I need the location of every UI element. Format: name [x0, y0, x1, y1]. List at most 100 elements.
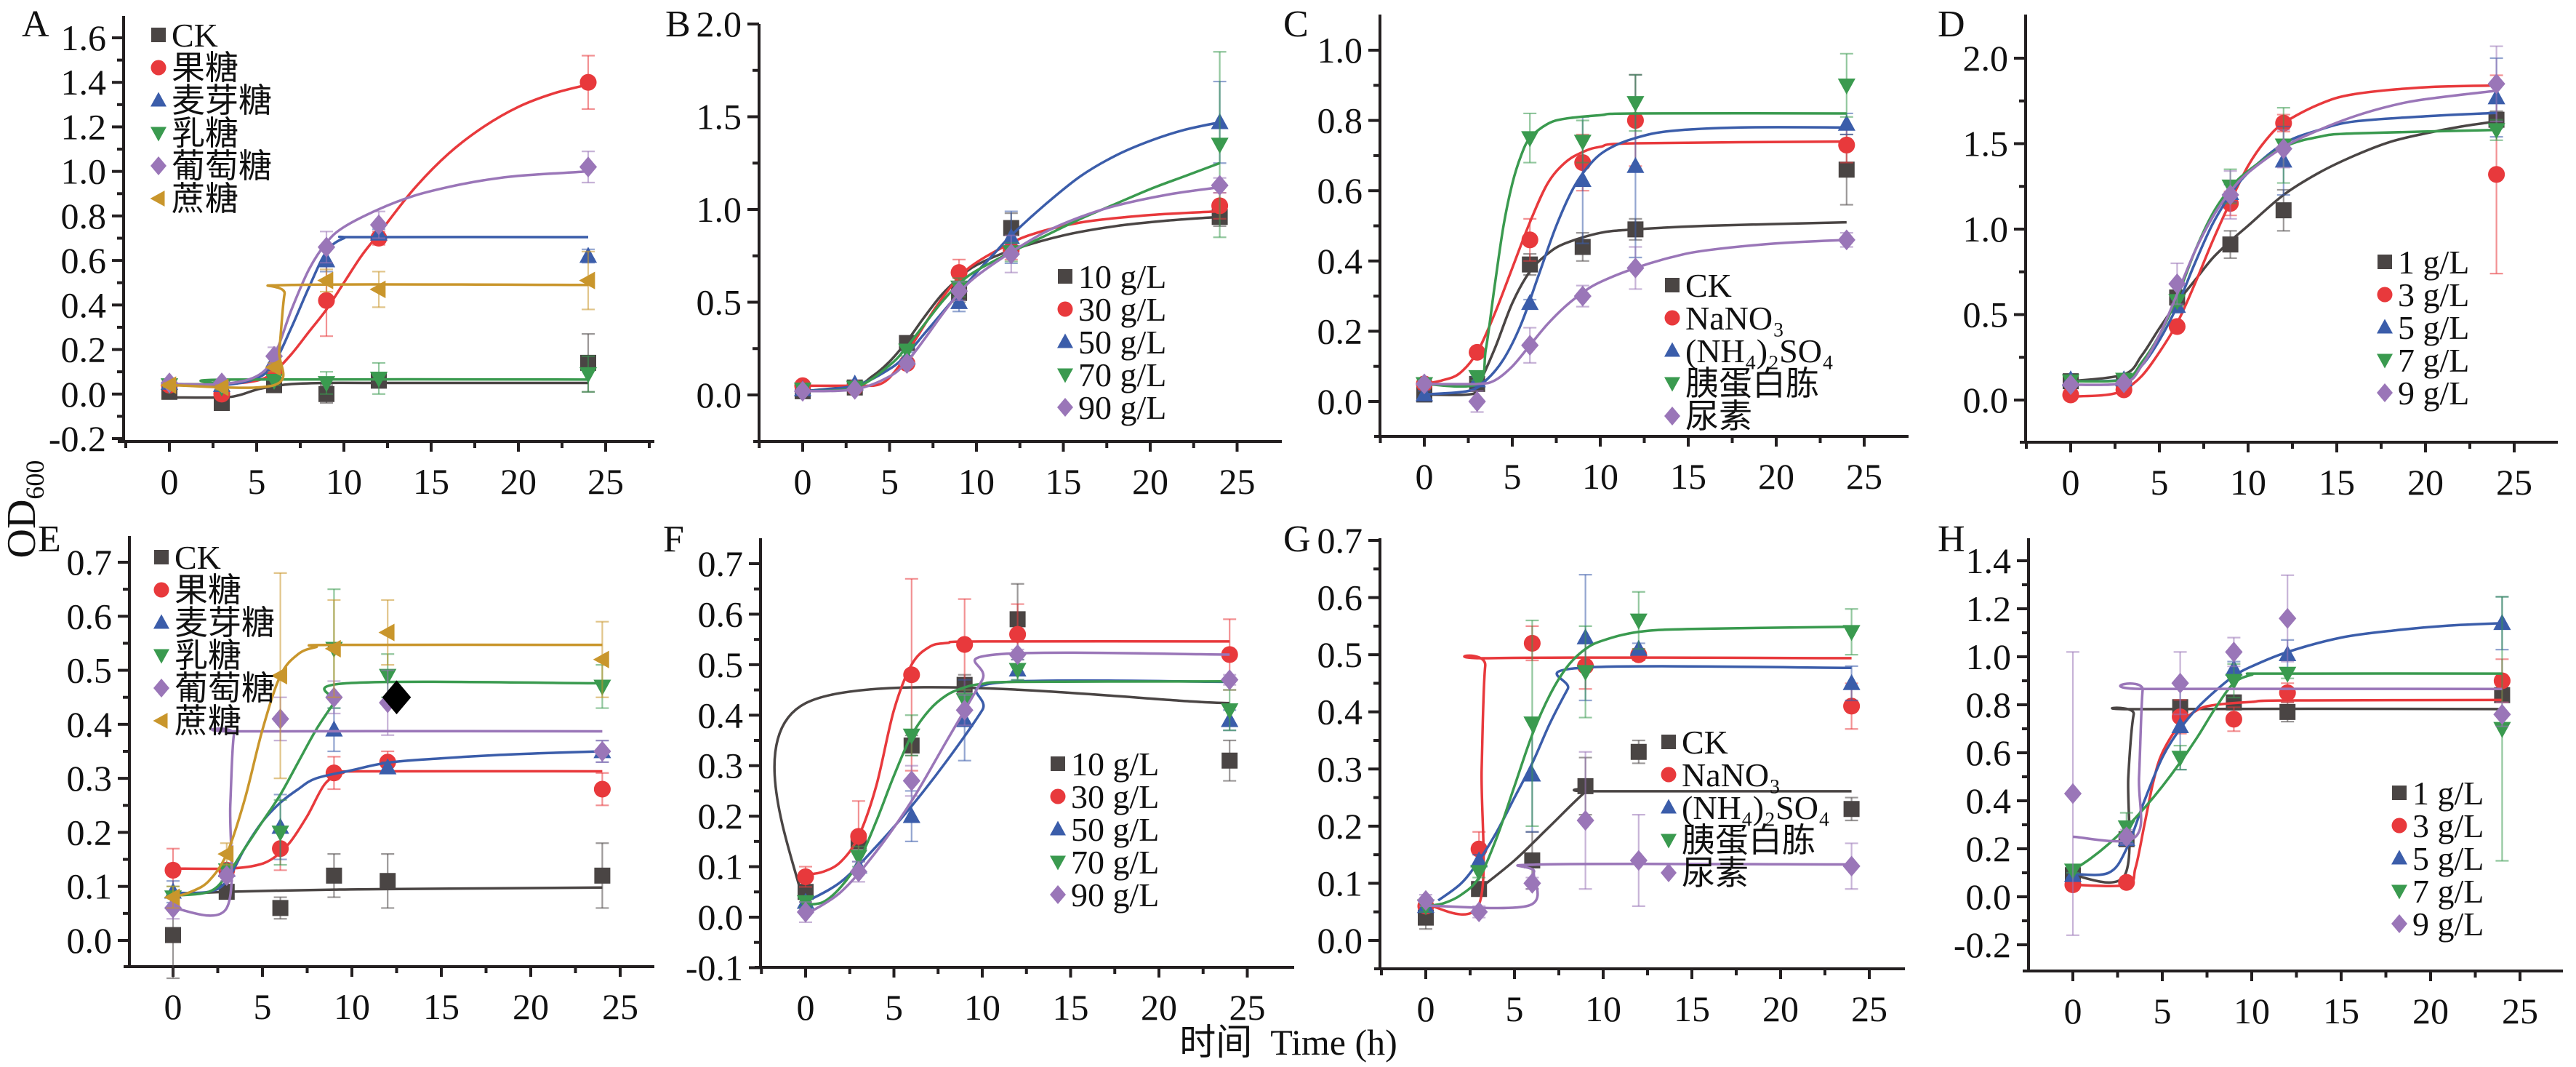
- panel-label: C: [1283, 4, 1309, 45]
- legend-marker: [1057, 301, 1073, 317]
- legend-item: 7 g/L: [2391, 873, 2484, 910]
- y-tick-label: 0.8: [1966, 684, 2012, 725]
- legend-marker: [153, 679, 169, 698]
- y-tick-label: 0.7: [1317, 520, 1363, 561]
- annotation-marker: [382, 680, 412, 715]
- legend-marker: [1661, 767, 1677, 783]
- data-point: [579, 73, 597, 91]
- data-point: [1842, 625, 1861, 642]
- data-point: [849, 850, 867, 866]
- y-tick-label: 0.5: [1963, 295, 2009, 335]
- data-point: [898, 353, 916, 374]
- legend-item: 胰蛋白胨: [1664, 365, 1819, 402]
- data-point: [2279, 607, 2297, 629]
- data-point: [1837, 229, 1855, 251]
- data-point: [1843, 698, 1861, 715]
- legend-label: 果糖: [172, 49, 238, 87]
- y-tick-label: 0.0: [698, 897, 744, 938]
- data-point: [2168, 318, 2186, 335]
- data-point: [1626, 156, 1645, 173]
- data-point: [1009, 626, 1027, 643]
- x-tick-label: 0: [164, 986, 182, 1027]
- legend-marker: [150, 191, 165, 207]
- data-point: [2487, 123, 2505, 140]
- data-point: [2279, 703, 2296, 720]
- legend-marker: [2377, 319, 2393, 334]
- fit-curve: [1425, 862, 1852, 910]
- legend-marker: [2391, 884, 2407, 900]
- y-tick-label: 1.0: [61, 151, 107, 192]
- legend-item: 果糖: [151, 49, 238, 87]
- y-tick-label: 0.3: [1317, 748, 1363, 789]
- y-tick-label: 1.2: [1966, 588, 2012, 629]
- legend-label: 乳糖: [174, 637, 241, 674]
- legend-item: 9 g/L: [2377, 375, 2469, 412]
- legend-label: 50 g/L: [1071, 811, 1159, 848]
- data-point: [1521, 335, 1539, 356]
- y-tick-label: 0.6: [61, 240, 107, 281]
- legend-label: 蔗糖: [172, 180, 238, 217]
- data-point: [2117, 826, 2135, 847]
- panel-A: A 0 5 10 15 20 25 -0.20.00.20.40.60.81.01.21.41…: [22, 4, 654, 502]
- data-point: [956, 636, 974, 653]
- legend-label: 9 g/L: [2412, 906, 2484, 943]
- legend-label: NaNO₃: [1682, 756, 1781, 794]
- legend-marker: [151, 60, 166, 76]
- data-point: [1523, 873, 1541, 894]
- data-point: [212, 378, 229, 396]
- data-point: [326, 867, 342, 884]
- data-point: [2061, 374, 2080, 396]
- data-point: [902, 728, 920, 745]
- legend-item: 乳糖: [151, 115, 238, 152]
- fit-curve: [802, 161, 1221, 393]
- series-9 g/L: [2063, 574, 2511, 936]
- x-tick-label: 20: [500, 461, 537, 502]
- legend-item: 30 g/L: [1057, 291, 1166, 328]
- y-tick-label: 0.6: [698, 594, 744, 634]
- data-point: [579, 271, 595, 289]
- legend-item: 3 g/L: [2391, 807, 2484, 844]
- legend-marker: [1057, 368, 1073, 383]
- data-point: [1576, 665, 1594, 682]
- series-90 g/L: [793, 175, 1229, 402]
- x-tick-label: 25: [1851, 988, 1887, 1029]
- x-tick-label: 25: [1219, 461, 1256, 502]
- data-point: [1468, 369, 1486, 386]
- legend: 10 g/L30 g/L50 g/L70 g/L90 g/L: [1050, 746, 1159, 914]
- data-point: [265, 374, 284, 391]
- data-point: [593, 780, 611, 798]
- legend-label: 1 g/L: [2398, 244, 2469, 281]
- fit-curve: [1425, 625, 1852, 908]
- x-tick-label: 20: [2407, 462, 2444, 503]
- legend-item: 葡萄糖: [151, 148, 272, 185]
- legend-marker: [1050, 855, 1066, 871]
- x-tick-label: 10: [2234, 991, 2270, 1031]
- fit-curve: [805, 680, 1230, 906]
- data-point: [380, 873, 396, 890]
- panel-D: D 0 5 10 15 20 25 0.0 0.5 1.0 1.5 2.0 1 g/L3 g/L5 g/…: [1938, 4, 2558, 503]
- data-point: [164, 861, 182, 879]
- legend-item: (NH₄)₂SO₄: [1664, 332, 1834, 369]
- data-point: [902, 807, 920, 823]
- data-point: [2274, 138, 2292, 159]
- legend-marker: [153, 582, 169, 598]
- fit-curve: [773, 686, 1230, 918]
- y-tick-label: 0.2: [1317, 311, 1363, 351]
- data-point: [270, 666, 287, 685]
- x-tick-label: 5: [254, 986, 272, 1027]
- data-point: [2222, 236, 2239, 253]
- legend-marker: [153, 713, 168, 729]
- x-tick-label: 0: [797, 987, 815, 1028]
- data-point: [1629, 850, 1648, 871]
- y-tick-label: 0.1: [698, 847, 744, 887]
- legend-item: 乳糖: [153, 637, 241, 674]
- data-point: [1838, 161, 1855, 178]
- panel-label: D: [1938, 4, 1965, 45]
- legend-marker: [2378, 255, 2392, 269]
- data-point: [1843, 801, 1860, 818]
- panel-label: H: [1938, 519, 1965, 560]
- y-tick-label: 0.4: [61, 284, 107, 325]
- legend-item: 50 g/L: [1050, 811, 1159, 848]
- data-point: [164, 888, 180, 906]
